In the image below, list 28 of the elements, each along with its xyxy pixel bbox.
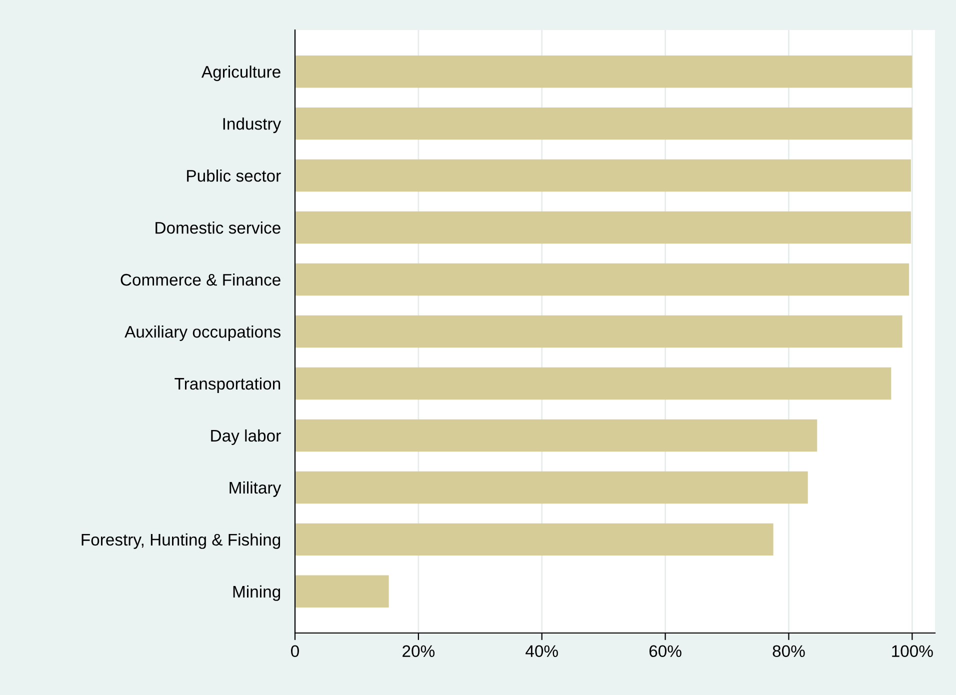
x-tick-label: 0 xyxy=(291,645,299,658)
y-tick-label: Domestic service xyxy=(156,221,280,234)
y-tick-label: Public sector xyxy=(187,170,281,182)
bar xyxy=(295,263,910,296)
bar xyxy=(295,367,892,400)
bar xyxy=(295,55,912,88)
bar xyxy=(295,575,389,608)
y-tick-label: Mining xyxy=(233,585,280,601)
y-tick-label: Auxiliary occupations xyxy=(124,325,281,341)
y-tick-label: Commerce & Finance xyxy=(120,273,280,286)
y-tick-label: Day labor xyxy=(211,429,281,445)
bar xyxy=(295,107,912,140)
bar xyxy=(295,211,911,244)
x-tick-label: 100% xyxy=(892,645,933,658)
bar xyxy=(295,419,818,452)
bar xyxy=(295,471,808,504)
y-tick-label: Transportation xyxy=(174,377,280,393)
bar xyxy=(295,315,902,348)
x-tick-label: 20% xyxy=(402,645,435,658)
bar xyxy=(295,523,774,556)
y-tick-label: Military xyxy=(230,481,282,497)
bar xyxy=(295,159,911,192)
y-tick-label: Agriculture xyxy=(201,66,280,82)
x-tick-label: 40% xyxy=(526,645,558,658)
y-tick-label: Industry xyxy=(223,118,282,134)
x-tick-label: 80% xyxy=(772,645,805,658)
y-tick-label: Forestry, Hunting & Fishing xyxy=(82,533,280,549)
x-tick-label: 60% xyxy=(649,645,682,658)
